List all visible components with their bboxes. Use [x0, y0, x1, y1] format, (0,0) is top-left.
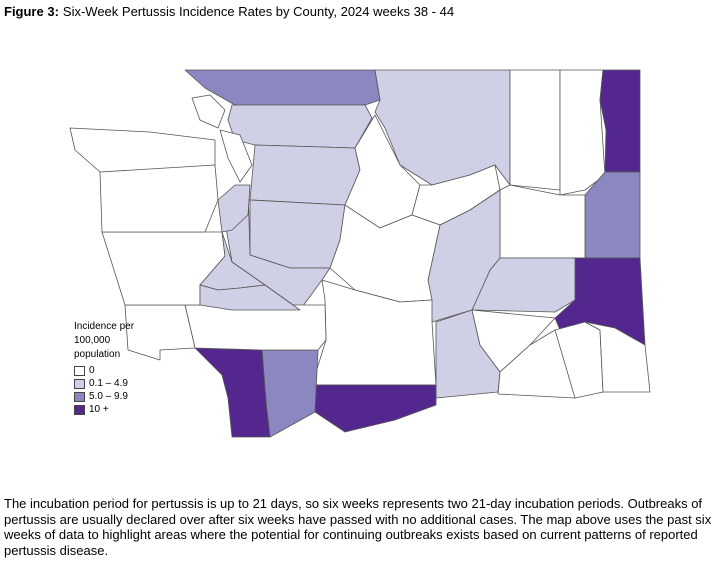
legend-swatch: [74, 391, 85, 402]
legend-swatch: [74, 365, 85, 376]
county: [219, 129, 253, 183]
county: [311, 384, 437, 433]
county: [249, 144, 361, 206]
legend-item: 5.0 – 9.9: [74, 390, 136, 403]
legend-label: 0.1 – 4.9: [89, 377, 128, 389]
county: [261, 349, 319, 438]
county: [559, 69, 606, 196]
county: [584, 171, 641, 259]
legend-item: 0: [74, 364, 136, 377]
county: [599, 69, 641, 173]
figure-title: Six-Week Pertussis Incidence Rates by Co…: [62, 4, 455, 19]
county: [217, 184, 251, 233]
county: [199, 284, 301, 311]
county: [509, 69, 561, 191]
county: [191, 94, 226, 129]
figure-label: Figure 3:: [4, 4, 59, 19]
county: [99, 164, 219, 233]
legend-label: 10 +: [89, 403, 109, 415]
legend-label: 5.0 – 9.9: [89, 390, 128, 402]
legend: Incidence per 100,000 population 0 0.1 – …: [74, 320, 136, 416]
county: [249, 199, 346, 269]
legend-label: 0: [89, 364, 95, 376]
header: Figure 3: Six-Week Pertussis Incidence Ra…: [4, 4, 454, 19]
county: [69, 127, 216, 173]
legend-swatch: [74, 404, 85, 415]
legend-item: 10 +: [74, 403, 136, 416]
county: [194, 347, 271, 438]
county: [584, 321, 651, 393]
county: [227, 104, 373, 149]
legend-item: 0.1 – 4.9: [74, 377, 136, 390]
body-text: The incubation period for pertussis is u…: [4, 496, 712, 558]
county: [499, 184, 586, 259]
legend-swatch: [74, 378, 85, 389]
counties: [69, 69, 651, 438]
county-map: [69, 69, 651, 438]
legend-title: Incidence per 100,000 population: [74, 321, 135, 360]
county: [184, 304, 327, 351]
